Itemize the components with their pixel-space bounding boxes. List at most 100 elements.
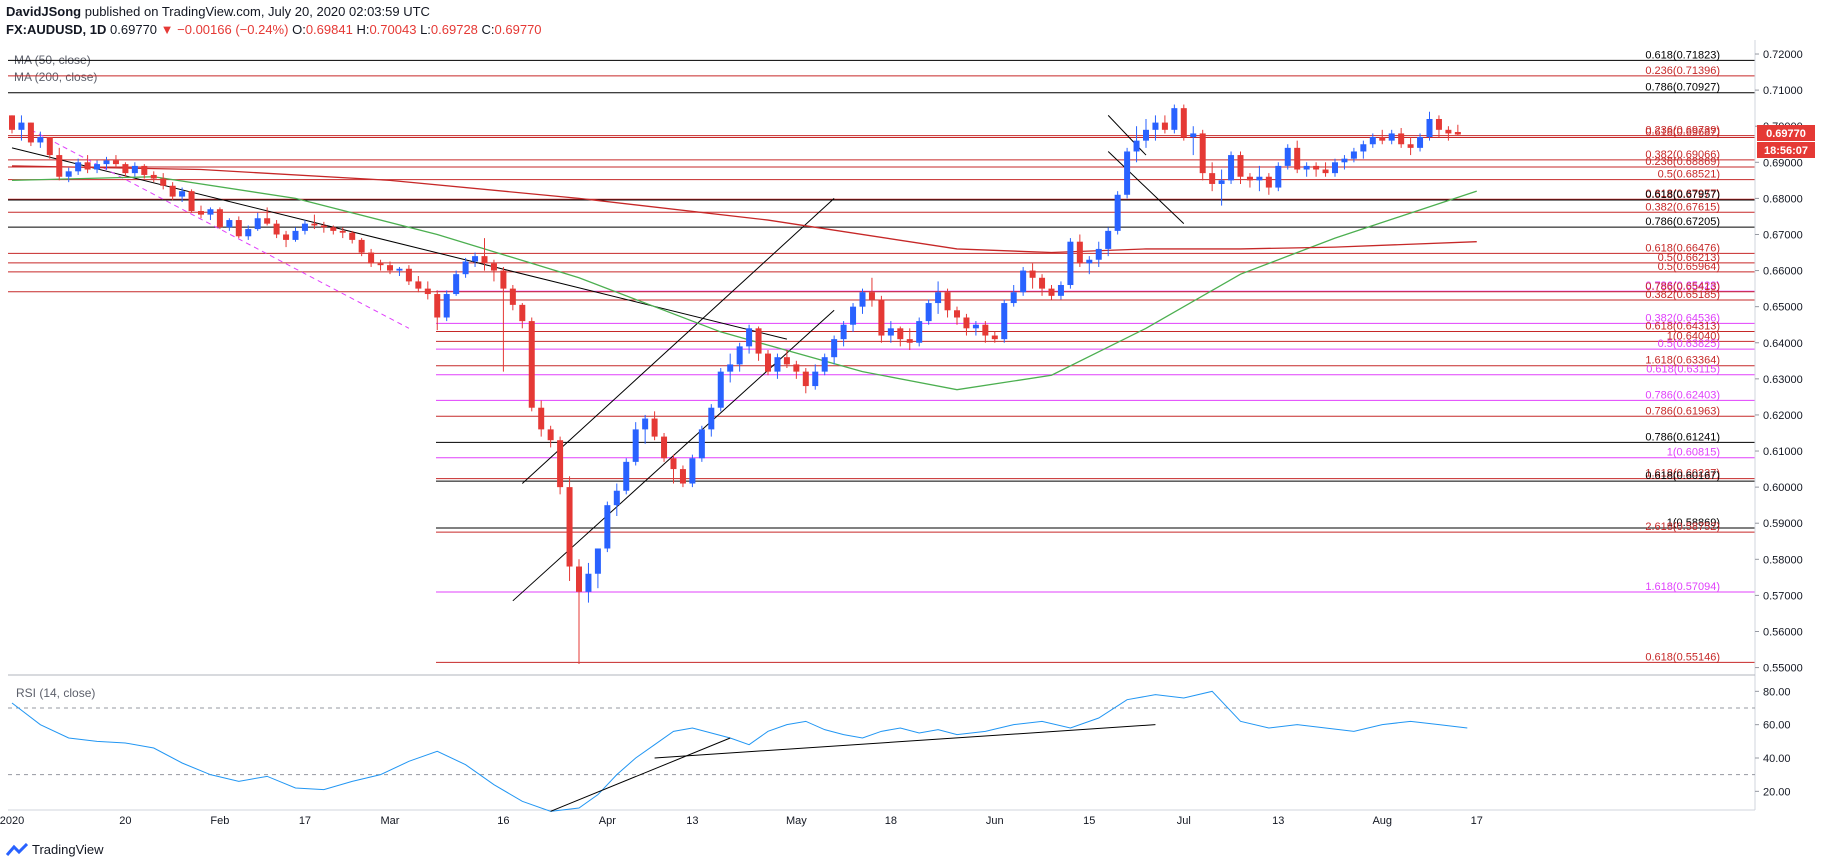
candle-body [349, 232, 356, 240]
countdown-badge-text: 18:56:07 [1764, 145, 1808, 157]
candle-body [1417, 137, 1424, 148]
fib-level-label: 0.5(0.66213) [1658, 252, 1720, 264]
publish-line: DavidJSong published on TradingView.com,… [6, 3, 542, 21]
candle-body [1199, 133, 1206, 174]
close-label: C: [481, 22, 495, 37]
price-tick-label: 0.62000 [1763, 410, 1803, 422]
candle-body [793, 364, 800, 372]
price-tick-label: 0.60000 [1763, 482, 1803, 494]
candle-body [264, 218, 271, 224]
candle-body [1039, 277, 1046, 289]
fib-level-label: 1(0.64040) [1667, 330, 1720, 342]
fib-level-label: 0.786(0.61963) [1645, 405, 1720, 417]
candle-body [1246, 176, 1253, 181]
author-name[interactable]: DavidJSong [6, 4, 82, 19]
ohlc-line: FX:AUDUSD, 1D 0.69770 ▼ −0.00166 (−0.24%… [6, 21, 542, 39]
fib-level-label: 1.618(0.57094) [1645, 581, 1720, 593]
ma200-legend[interactable]: MA (200, close) [14, 70, 98, 84]
candle-body [963, 317, 970, 329]
tradingview-logo[interactable]: TradingView [6, 842, 104, 857]
channel-upper [521, 198, 835, 484]
candle-body [377, 263, 384, 266]
candle-body [1020, 270, 1027, 293]
candle-body [103, 160, 110, 165]
fib-level-label: 0.786(0.65413) [1645, 281, 1720, 293]
fib-level-label: 0.382(0.65185) [1645, 289, 1720, 301]
fib-level-label: 1.618(0.63364) [1645, 355, 1720, 367]
candle-body [235, 220, 242, 237]
moving-averages [11, 165, 1477, 391]
candle-body [122, 164, 129, 174]
fib-level-label: 0.618(0.67957) [1645, 189, 1720, 201]
candle-body [94, 164, 101, 170]
tradingview-logo-icon [6, 842, 28, 856]
candle-body [443, 294, 450, 318]
fib-level-label: 0.5(0.65964) [1658, 261, 1720, 273]
candle-body [1265, 176, 1272, 188]
candle-body [1256, 176, 1263, 181]
candle-body [1218, 180, 1225, 184]
time-tick-label: 17 [1471, 815, 1483, 827]
candle-body [1180, 108, 1187, 138]
candle-body [462, 261, 469, 275]
candle-body [925, 303, 932, 322]
candle-body [812, 371, 819, 387]
ma-line [11, 165, 1477, 254]
candle-body [935, 292, 942, 304]
rsi-trendline-1 [550, 737, 731, 812]
rsi-legend[interactable]: RSI (14, close) [16, 686, 95, 700]
candle-body [765, 353, 771, 372]
rsi-trendline-2 [654, 724, 1156, 759]
candle-body [169, 185, 176, 197]
flag-lower [1107, 151, 1185, 225]
time-tick-label: 2020 [0, 815, 24, 827]
brand-name: TradingView [32, 842, 104, 857]
publish-info: published on TradingView.com, July 20, 2… [81, 4, 430, 19]
candle-body [670, 458, 677, 470]
fib-level-label: 0.618(0.63115) [1646, 364, 1720, 376]
rsi-tick-label: 60.00 [1763, 720, 1791, 732]
chart-header: DavidJSong published on TradingView.com,… [6, 3, 542, 39]
candle-body [1350, 151, 1357, 159]
candle-body [1322, 169, 1329, 174]
time-tick-label: 20 [119, 815, 131, 827]
candle-body [1303, 165, 1310, 170]
candle-body [179, 191, 186, 197]
candle-body [1388, 133, 1395, 141]
candle-body [207, 209, 214, 215]
high-label: H: [356, 22, 370, 37]
candle-body [585, 573, 592, 592]
price-tick-label: 0.67000 [1763, 229, 1803, 241]
time-tick-label: 18 [885, 815, 897, 827]
time-tick-label: Mar [381, 815, 400, 827]
candle-body [1114, 194, 1121, 231]
price-change: ▼ −0.00166 (−0.24%) [160, 22, 289, 37]
fib-level-label: 0.382(0.64536) [1645, 312, 1720, 324]
candle-body [1143, 129, 1149, 141]
fib-levels: 0.618(0.71823) 0.236(0.71396) 0.786(0.7092… [8, 49, 1755, 663]
candle-body [198, 211, 204, 215]
candle-body [65, 171, 72, 177]
candle-body [1294, 147, 1301, 170]
candle-body [273, 223, 280, 235]
fib-level-label: 0.786(0.61241) [1645, 431, 1720, 443]
price-tick-label: 0.55000 [1763, 663, 1803, 675]
candle-body [1152, 122, 1159, 130]
candle-body [1067, 241, 1074, 286]
candle-body [1010, 292, 1017, 304]
candle-body [112, 160, 119, 165]
candle-body [1105, 230, 1112, 249]
symbol-label[interactable]: FX:AUDUSD, 1D [6, 22, 107, 37]
fib-level-label: 0.786(0.62403) [1645, 389, 1720, 401]
candle-body [519, 304, 526, 322]
fib-level-label: 0.786(0.70927) [1645, 82, 1720, 94]
trendline-down [11, 147, 788, 340]
candle-body [434, 294, 441, 318]
time-tick-label: 13 [686, 815, 698, 827]
price-tick-label: 0.58000 [1763, 554, 1803, 566]
candle-body [292, 230, 299, 240]
fib-level-label: 0.5(0.63825) [1658, 338, 1720, 350]
fib-level-label: 0.382(0.69066) [1645, 149, 1720, 161]
candle-body [339, 230, 346, 233]
